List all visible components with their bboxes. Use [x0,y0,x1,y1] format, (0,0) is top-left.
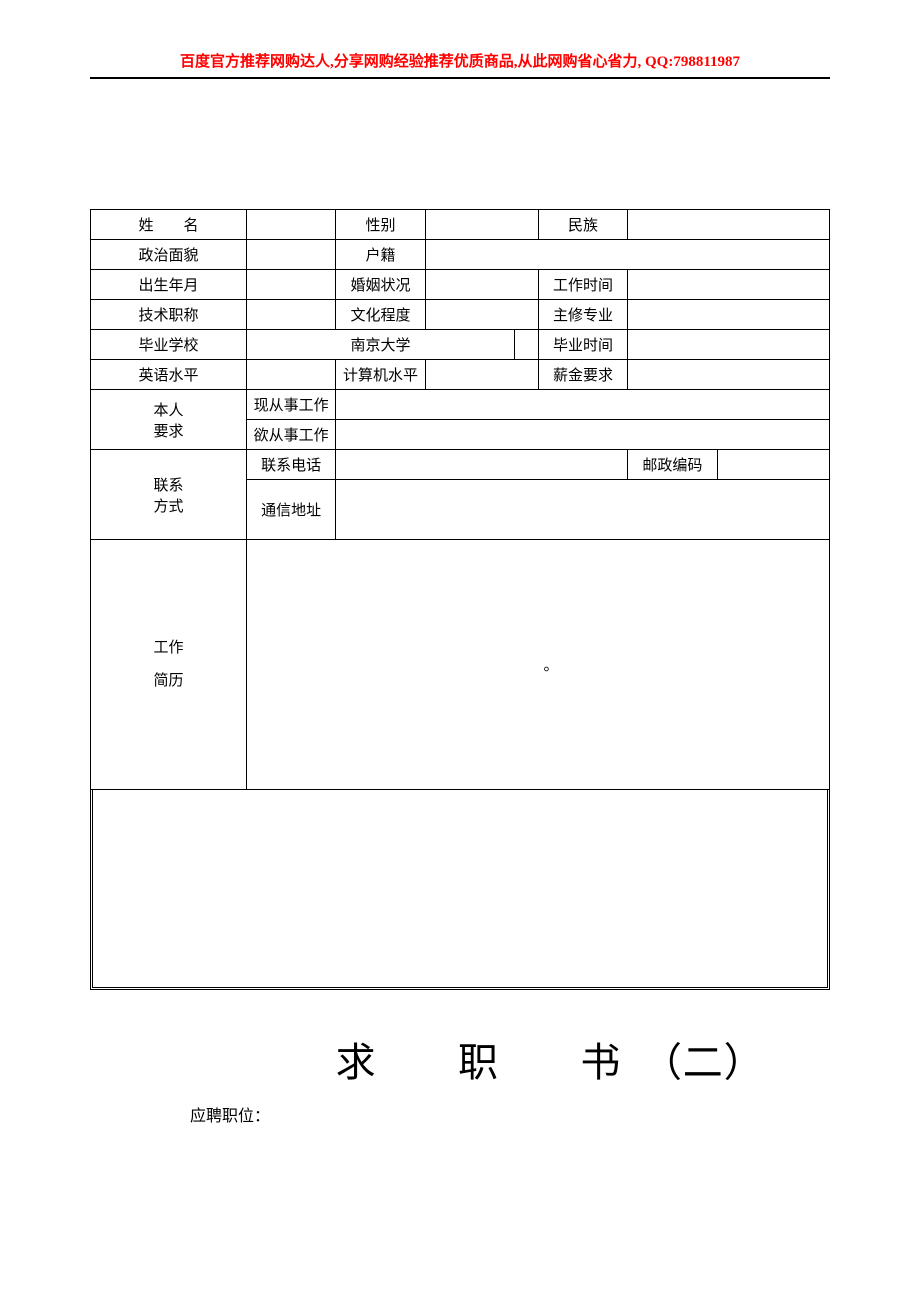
gender-label: 性别 [336,210,425,240]
self-req-label: 本人 要求 [91,390,247,450]
phone-label: 联系电话 [246,450,335,480]
header-promo-text: 百度官方推荐网购达人,分享网购经验推荐优质商品,从此网购省心省力, QQ:798… [90,50,830,71]
birth-label: 出生年月 [91,270,247,300]
gender-value [425,210,538,240]
postcode-label: 邮政编码 [628,450,717,480]
phone-value [336,450,628,480]
worktime-value [628,270,830,300]
work-history-label-line1: 工作 [153,640,183,656]
table-row: 工作 简历 。 [91,540,830,790]
contact-label: 联系 方式 [91,450,247,540]
household-label: 户籍 [336,240,425,270]
name-label: 姓 名 [91,210,247,240]
apply-position-line: 应聘职位： [90,1102,830,1126]
table-row: 本人 要求 现从事工作 [91,390,830,420]
document-page: 百度官方推荐网购达人,分享网购经验推荐优质商品,从此网购省心省力, QQ:798… [0,0,920,1206]
address-label: 通信地址 [246,480,335,540]
table-row: 毕业学校 南京大学 毕业时间 [91,330,830,360]
salary-value [628,360,830,390]
title-value [246,300,335,330]
school-value: 南京大学 [246,330,514,360]
table-row: 技术职称 文化程度 主修专业 [91,300,830,330]
computer-value [425,360,538,390]
work-history-label-line2: 简历 [153,673,183,689]
school-label: 毕业学校 [91,330,247,360]
gradtime-label: 毕业时间 [538,330,627,360]
document-title-2: 求 职 书 （二） [90,1030,830,1088]
current-job-value [336,390,830,420]
marital-value [425,270,538,300]
gradtime-value [628,330,830,360]
computer-label: 计算机水平 [336,360,425,390]
major-label: 主修专业 [538,300,627,330]
postcode-value [717,450,829,480]
desired-job-value [336,420,830,450]
table-row: 联系 方式 联系电话 邮政编码 [91,450,830,480]
table-row: 政治面貌 户籍 [91,240,830,270]
ethnic-value [628,210,830,240]
major-value [628,300,830,330]
table-row: 英语水平 计算机水平 薪金要求 [91,360,830,390]
table-row: 姓 名 性别 民族 [91,210,830,240]
name-value [246,210,335,240]
ethnic-label: 民族 [538,210,627,240]
table-row: 出生年月 婚姻状况 工作时间 [91,270,830,300]
political-label: 政治面貌 [91,240,247,270]
title-label: 技术职称 [91,300,247,330]
worktime-label: 工作时间 [538,270,627,300]
political-value [246,240,335,270]
resume-table: 姓 名 性别 民族 政治面貌 户籍 出生年月 婚姻状况 工作时间 技术职称 [90,209,830,790]
desired-job-label: 欲从事工作 [246,420,335,450]
contact-label-line1: 联系 [153,478,183,494]
self-req-label-line1: 本人 [153,403,183,419]
current-job-label: 现从事工作 [246,390,335,420]
self-req-label-line2: 要求 [153,424,183,440]
address-value [336,480,830,540]
marital-label: 婚姻状况 [336,270,425,300]
education-value [425,300,538,330]
education-label: 文化程度 [336,300,425,330]
birth-value [246,270,335,300]
household-value [425,240,829,270]
english-label: 英语水平 [91,360,247,390]
work-history-content: 。 [246,540,829,790]
blank-box [90,790,830,990]
contact-label-line2: 方式 [153,499,183,515]
header-rule [90,77,830,79]
salary-label: 薪金要求 [538,360,627,390]
english-value [246,360,335,390]
blank-cell [515,330,539,360]
work-history-label: 工作 简历 [91,540,247,790]
